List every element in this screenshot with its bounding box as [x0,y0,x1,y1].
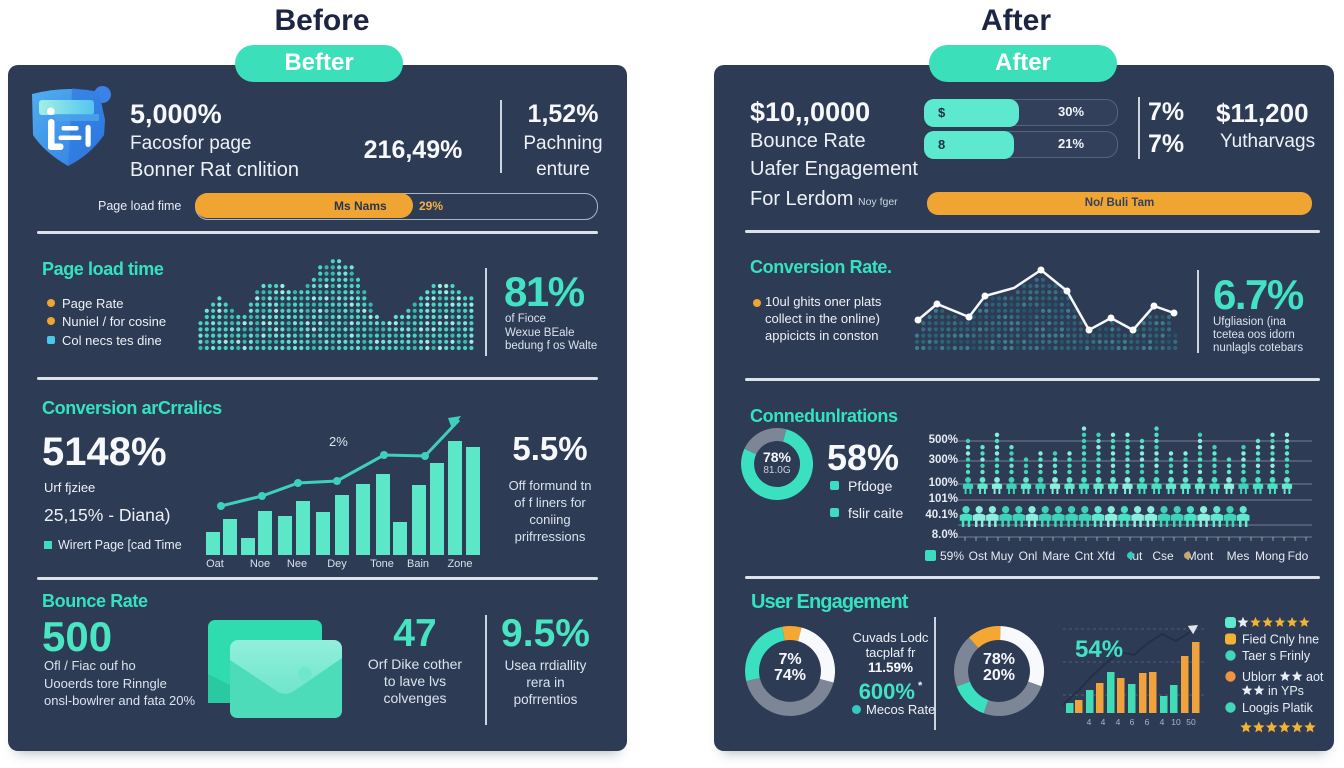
svg-text:in YPs: in YPs [1268,684,1304,698]
svg-text:Loogis Platik: Loogis Platik [1242,701,1314,715]
svg-text:Taer s Frinly: Taer s Frinly [1242,649,1311,663]
svg-text:Ublorr: Ublorr [1242,670,1276,684]
svg-text:Fied Cnly hne: Fied Cnly hne [1242,633,1319,647]
svg-text:aot: aot [1306,670,1324,684]
